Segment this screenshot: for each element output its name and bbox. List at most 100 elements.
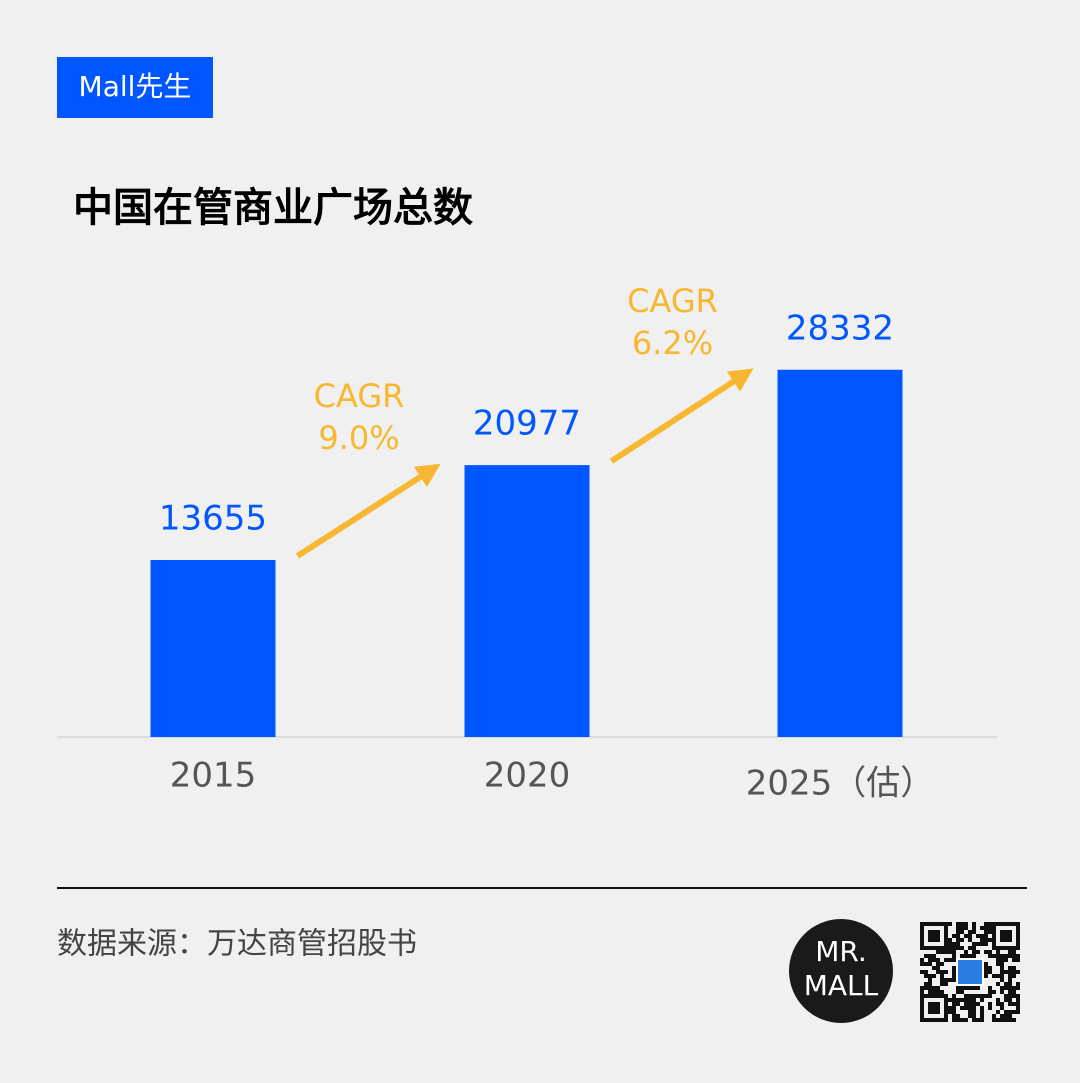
qr-finder bbox=[928, 930, 940, 942]
qr-cell bbox=[956, 986, 960, 990]
qr-cell bbox=[948, 922, 952, 926]
qr-cell bbox=[980, 1006, 984, 1010]
qr-cell bbox=[948, 1006, 952, 1010]
qr-cell bbox=[968, 1002, 972, 1006]
qr-cell bbox=[932, 958, 936, 962]
qr-cell bbox=[1012, 994, 1016, 998]
qr-cell bbox=[1016, 982, 1020, 986]
qr-cell bbox=[984, 926, 988, 930]
qr-cell bbox=[976, 934, 980, 938]
qr-cell bbox=[988, 950, 992, 954]
qr-cell bbox=[968, 994, 972, 998]
qr-cell bbox=[968, 1010, 972, 1014]
qr-cell bbox=[1016, 954, 1020, 958]
qr-cell bbox=[1000, 990, 1004, 994]
qr-cell bbox=[924, 982, 928, 986]
qr-cell bbox=[940, 970, 944, 974]
qr-cell bbox=[980, 1018, 984, 1022]
qr-cell bbox=[1012, 970, 1016, 974]
cagr-arrow bbox=[295, 463, 441, 559]
qr-cell bbox=[952, 1010, 956, 1014]
qr-cell bbox=[920, 986, 924, 990]
qr-cell bbox=[1008, 1018, 1012, 1022]
qr-cell bbox=[972, 946, 976, 950]
qr-cell bbox=[956, 922, 960, 926]
qr-cell bbox=[964, 926, 968, 930]
qr-cell bbox=[964, 950, 968, 954]
qr-cell bbox=[1008, 974, 1012, 978]
qr-cell bbox=[1008, 982, 1012, 986]
qr-cell bbox=[992, 974, 996, 978]
qr-cell bbox=[980, 994, 984, 998]
logo-text: MALL bbox=[804, 969, 879, 1002]
qr-cell bbox=[984, 962, 988, 966]
qr-cell bbox=[1012, 958, 1016, 962]
qr-cell bbox=[956, 926, 960, 930]
qr-cell bbox=[1012, 954, 1016, 958]
qr-cell bbox=[968, 934, 972, 938]
qr-cell bbox=[964, 1002, 968, 1006]
qr-cell bbox=[980, 1010, 984, 1014]
cagr-arrow bbox=[609, 368, 754, 464]
qr-cell bbox=[956, 998, 960, 1002]
qr-cell bbox=[952, 966, 956, 970]
qr-cell bbox=[1008, 970, 1012, 974]
qr-cell bbox=[928, 990, 932, 994]
qr-cell bbox=[940, 990, 944, 994]
qr-cell bbox=[1008, 954, 1012, 958]
qr-cell bbox=[936, 958, 940, 962]
qr-cell bbox=[936, 970, 940, 974]
qr-cell bbox=[960, 998, 964, 1002]
qr-cell bbox=[976, 942, 980, 946]
qr-cell bbox=[1008, 990, 1012, 994]
qr-cell bbox=[972, 930, 976, 934]
qr-cell bbox=[972, 998, 976, 1002]
qr-cell bbox=[952, 1014, 956, 1018]
qr-cell bbox=[976, 986, 980, 990]
qr-cell bbox=[948, 1010, 952, 1014]
qr-cell bbox=[964, 1018, 968, 1022]
logo-text: MR. bbox=[815, 935, 867, 968]
qr-cell bbox=[952, 950, 956, 954]
qr-cell bbox=[1008, 1002, 1012, 1006]
qr-cell bbox=[956, 1002, 960, 1006]
qr-cell bbox=[936, 962, 940, 966]
qr-cell bbox=[940, 950, 944, 954]
value-label: 20977 bbox=[473, 404, 581, 444]
qr-cell bbox=[980, 998, 984, 1002]
qr-cell bbox=[984, 966, 988, 970]
qr-cell bbox=[980, 938, 984, 942]
brand: Mall先生 bbox=[79, 70, 192, 103]
qr-cell bbox=[996, 962, 1000, 966]
qr-cell bbox=[1004, 1010, 1008, 1014]
qr-cell bbox=[960, 922, 964, 926]
qr-cell bbox=[988, 1002, 992, 1006]
qr-cell bbox=[972, 1018, 976, 1022]
qr-code bbox=[920, 922, 1020, 1022]
qr-cell bbox=[964, 954, 968, 958]
qr-finder bbox=[920, 994, 948, 1022]
qr-cell bbox=[1000, 1006, 1004, 1010]
qr-cell bbox=[928, 982, 932, 986]
qr-cell bbox=[956, 1014, 960, 1018]
x-tick-label: 2015 bbox=[170, 756, 257, 796]
qr-cell bbox=[952, 934, 956, 938]
qr-cell bbox=[1000, 966, 1004, 970]
qr-cell bbox=[956, 946, 960, 950]
qr-cell bbox=[1000, 962, 1004, 966]
qr-cell bbox=[988, 938, 992, 942]
qr-cell bbox=[940, 982, 944, 986]
qr-cell bbox=[996, 950, 1000, 954]
x-tick-label: 2025（估） bbox=[746, 764, 935, 804]
qr-cell bbox=[1000, 1014, 1004, 1018]
qr-cell bbox=[1004, 998, 1008, 1002]
qr-cell bbox=[928, 986, 932, 990]
qr-cell bbox=[980, 926, 984, 930]
qr-cell bbox=[984, 938, 988, 942]
value-label: 28332 bbox=[786, 308, 894, 348]
qr-cell bbox=[932, 954, 936, 958]
qr-finder bbox=[920, 922, 948, 950]
cagr-label: CAGR bbox=[627, 282, 718, 320]
qr-cell bbox=[1008, 998, 1012, 1002]
